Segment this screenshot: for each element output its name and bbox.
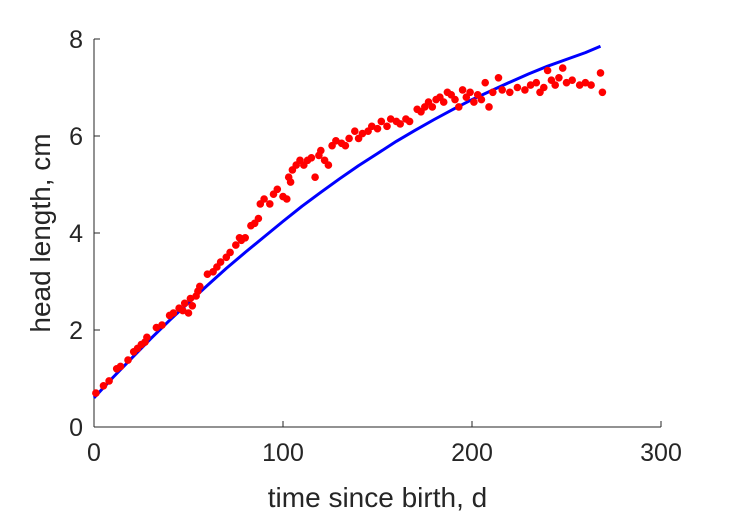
data-point [180,299,189,308]
data-point [232,241,240,249]
data-point [455,103,463,111]
data-point [307,154,316,162]
data-point [116,362,125,371]
y-tick-label: 2 [69,317,83,345]
data-point [405,117,414,126]
data-point [540,83,548,92]
x-tick-label: 200 [451,439,493,467]
data-point [345,134,353,143]
data-point [254,214,263,223]
data-points-layer [92,64,607,397]
data-point [494,74,503,82]
data-point [451,95,459,104]
data-point [506,88,514,97]
y-tick-label: 4 [69,220,83,248]
y-tick-label: 0 [69,414,83,442]
data-point [99,382,108,390]
data-point [241,234,249,242]
data-point [551,81,559,89]
data-point [558,64,567,72]
data-point [186,294,195,303]
data-point [477,95,486,104]
data-point [351,127,359,135]
data-point [377,117,386,126]
data-point [498,86,507,94]
data-point [481,78,490,87]
data-point [124,356,132,364]
data-point [92,389,100,397]
data-point [341,141,350,150]
data-point [266,200,274,208]
data-point [286,178,295,186]
data-point [470,98,478,106]
data-point [485,103,493,111]
data-point [203,270,212,279]
data-point [358,129,367,138]
y-tick-label: 8 [69,26,83,54]
data-point [568,76,576,84]
tick-labels: 0 100 200 300 0 2 4 6 8 [69,26,682,467]
data-point [532,78,541,87]
data-point [513,83,522,92]
data-point [143,333,151,342]
data-point [105,377,113,385]
data-point [555,74,563,82]
data-point [466,88,474,97]
data-point [489,88,497,97]
data-point [458,86,467,94]
x-tick-label: 100 [262,439,304,467]
data-point [575,81,584,89]
data-point [587,81,595,89]
y-tick-label: 6 [69,123,83,151]
data-point [543,66,552,75]
data-point [396,120,405,128]
data-point [324,161,333,169]
data-point [188,302,197,310]
data-point [386,115,395,123]
data-point [332,137,340,145]
data-point [283,195,291,203]
data-point [158,321,166,329]
x-tick-label: 0 [87,439,101,467]
data-point [439,98,448,106]
x-axis-label: time since birth, d [268,482,487,513]
data-point [562,78,571,87]
axes [93,38,662,428]
data-point [317,146,325,155]
data-point [260,195,268,203]
data-point [373,124,382,133]
data-point [196,282,204,291]
y-axis-label: head length, cm [25,133,56,332]
data-point [311,173,319,181]
data-point [184,309,193,317]
data-point [598,88,607,97]
data-point [273,185,282,194]
x-tick-label: 300 [640,439,682,467]
data-point [383,122,391,131]
data-point [526,81,535,89]
data-point [581,78,590,87]
data-point [169,309,178,317]
data-point [521,86,529,94]
data-point [216,258,225,266]
data-point [428,103,437,111]
data-point [368,122,376,131]
data-point [226,248,234,257]
data-point [596,69,605,77]
data-point [179,306,187,315]
